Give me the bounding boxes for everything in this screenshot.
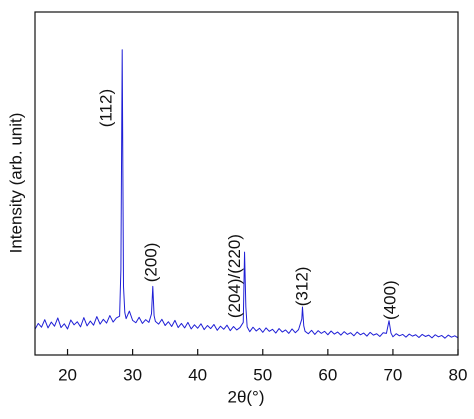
xrd-line: [34, 49, 459, 339]
plot-frame: [34, 11, 459, 356]
x-tick-label: 20: [58, 365, 77, 384]
x-tick-label: 80: [449, 365, 468, 384]
x-tick-label: 30: [123, 365, 142, 384]
peak-label: (204)/(220): [225, 234, 244, 318]
x-tick-label: 60: [318, 365, 337, 384]
x-axis-label: 2θ(°): [227, 387, 264, 406]
peak-label: (312): [293, 267, 312, 307]
y-axis-label: Intensity (arb. unit): [6, 113, 25, 254]
peak-label: (200): [142, 243, 161, 283]
peak-label: (112): [97, 89, 116, 127]
x-tick-label: 70: [383, 365, 402, 384]
x-tick-label: 40: [188, 365, 207, 384]
x-tick-label: 50: [253, 365, 272, 384]
peak-label: (400): [380, 280, 399, 320]
